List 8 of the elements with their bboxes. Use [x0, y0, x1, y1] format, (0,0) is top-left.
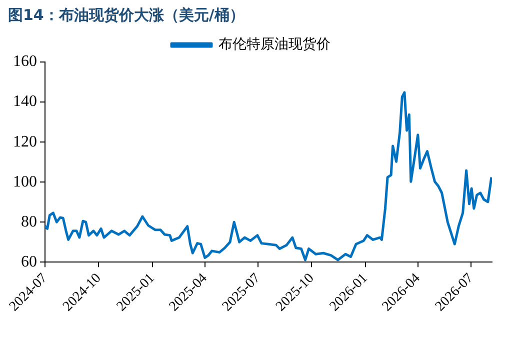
chart-title: 图14：布油现货价大涨（美元/桶）	[7, 5, 246, 26]
y-tick-label: 160	[13, 53, 37, 70]
y-tick-label: 100	[13, 173, 37, 190]
y-tick-label: 120	[13, 133, 37, 150]
y-tick-label: 140	[13, 93, 37, 110]
legend-label: 布伦特原油现货价	[218, 36, 330, 53]
y-tick-label: 80	[21, 213, 37, 230]
y-tick-label: 60	[21, 253, 37, 270]
